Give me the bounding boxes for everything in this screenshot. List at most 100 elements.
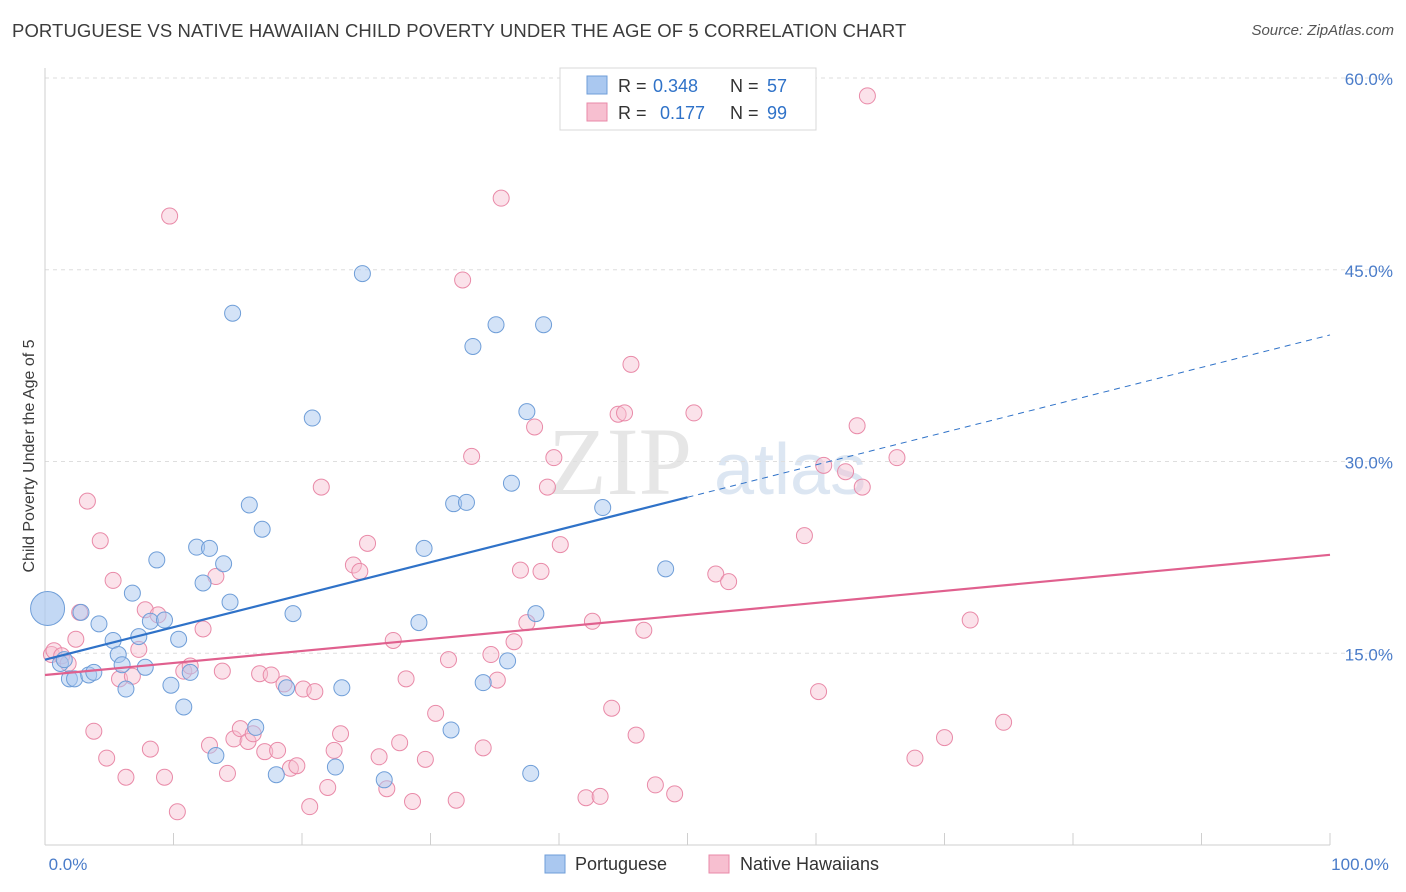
point-hawaiian-23: [194, 620, 212, 638]
legend-bottom-swatch-hawaiian: [708, 854, 730, 874]
legend-swatch-portuguese: [586, 75, 608, 95]
point-portuguese-0: [30, 591, 66, 627]
point-hawaiian-48: [359, 534, 377, 552]
point-hawaiian-54: [404, 793, 422, 811]
point-hawaiian-12: [117, 768, 135, 786]
point-hawaiian-94: [888, 449, 906, 467]
point-hawaiian-91: [848, 417, 866, 435]
point-portuguese-19: [162, 676, 180, 694]
point-portuguese-52: [522, 764, 540, 782]
point-hawaiian-42: [312, 478, 330, 496]
point-hawaiian-74: [583, 612, 601, 630]
y-axis-label: Child Poverty Under the Age of 5: [21, 339, 38, 572]
point-hawaiian-52: [391, 734, 409, 752]
point-hawaiian-72: [551, 536, 569, 554]
point-portuguese-56: [657, 560, 675, 578]
point-hawaiian-98: [995, 713, 1013, 731]
x-tick-label-100: 100.0%: [1331, 855, 1389, 874]
point-portuguese-30: [240, 496, 258, 514]
point-hawaiian-95: [906, 749, 924, 767]
point-portuguese-49: [499, 652, 517, 670]
point-hawaiian-46: [344, 556, 362, 574]
point-portuguese-5: [72, 603, 90, 621]
legend-r-value-1: 0.177: [660, 103, 705, 123]
source-label: Source: ZipAtlas.com: [1251, 22, 1394, 39]
point-hawaiian-35: [269, 741, 287, 759]
point-portuguese-24: [194, 574, 212, 592]
point-portuguese-11: [113, 656, 131, 674]
y-tick-label-60: 60.0%: [1345, 70, 1393, 89]
legend-n-value-0: 57: [767, 76, 787, 96]
point-hawaiian-96: [936, 729, 953, 747]
point-hawaiian-34: [262, 666, 280, 684]
point-hawaiian-66: [511, 561, 529, 579]
point-hawaiian-93: [858, 87, 876, 105]
legend-top: R = 0.348 N = 57 R = 0.177 N = 99: [559, 67, 817, 131]
point-hawaiian-97: [961, 611, 979, 629]
point-hawaiian-77: [609, 405, 627, 423]
point-portuguese-53: [527, 605, 545, 623]
point-hawaiian-6: [78, 492, 96, 510]
point-hawaiian-89: [815, 456, 833, 474]
point-hawaiian-63: [488, 671, 506, 689]
trend-line-portuguese: [44, 496, 688, 661]
point-hawaiian-44: [325, 741, 343, 759]
point-portuguese-15: [136, 658, 154, 676]
watermark-atlas: atlas: [714, 430, 866, 510]
point-hawaiian-82: [646, 776, 664, 794]
point-hawaiian-69: [532, 562, 550, 580]
legend-bottom-label-hawaiian: Native Hawaiians: [740, 854, 879, 874]
point-hawaiian-84: [685, 404, 703, 422]
point-hawaiian-28: [225, 730, 243, 748]
point-hawaiian-38: [288, 757, 306, 775]
point-hawaiian-85: [707, 565, 725, 583]
legend-bottom-label-portuguese: Portuguese: [575, 854, 667, 874]
point-portuguese-48: [487, 316, 505, 334]
legend-swatch-hawaiian: [586, 102, 608, 122]
point-portuguese-25: [200, 539, 218, 557]
legend-bottom: Portuguese Native Hawaiians: [544, 854, 879, 874]
point-hawaiian-51: [384, 631, 402, 649]
point-hawaiian-70: [538, 478, 556, 496]
point-hawaiian-80: [627, 726, 645, 744]
point-portuguese-8: [90, 615, 108, 633]
point-hawaiian-55: [416, 750, 434, 768]
point-portuguese-47: [474, 674, 492, 692]
point-portuguese-17: [148, 551, 166, 569]
legend-r-label-0: R =: [618, 76, 647, 96]
point-portuguese-46: [464, 337, 482, 355]
point-portuguese-37: [326, 758, 344, 776]
point-hawaiian-40: [301, 798, 319, 816]
point-hawaiian-45: [332, 725, 350, 743]
point-portuguese-29: [224, 304, 242, 322]
point-portuguese-51: [518, 403, 536, 421]
point-portuguese-45: [457, 493, 475, 511]
trend-line-hawaiian: [44, 553, 1331, 677]
point-hawaiian-61: [474, 739, 492, 757]
x-tick-label-0: 0.0%: [49, 855, 88, 874]
point-portuguese-32: [253, 520, 271, 538]
point-hawaiian-43: [319, 778, 337, 796]
point-portuguese-36: [303, 409, 321, 427]
series-portuguese: [30, 265, 675, 789]
point-hawaiian-53: [397, 670, 415, 688]
point-hawaiian-4: [67, 630, 85, 648]
point-hawaiian-10: [104, 571, 122, 589]
point-hawaiian-62: [482, 646, 500, 664]
point-portuguese-16: [141, 612, 159, 630]
y-tick-labels: 15.0% 30.0% 45.0% 60.0%: [1345, 70, 1393, 664]
point-hawaiian-49: [370, 748, 388, 766]
point-hawaiian-33: [256, 743, 274, 761]
legend-n-value-1: 99: [767, 103, 787, 123]
point-portuguese-50: [502, 474, 520, 492]
point-hawaiian-86: [720, 573, 738, 591]
point-portuguese-55: [594, 499, 612, 517]
point-portuguese-34: [278, 679, 296, 697]
point-hawaiian-47: [351, 562, 369, 580]
point-portuguese-20: [170, 630, 188, 648]
point-portuguese-42: [415, 539, 433, 557]
legend-bottom-swatch-portuguese: [544, 854, 566, 874]
point-hawaiian-7: [85, 722, 103, 740]
point-portuguese-13: [123, 584, 141, 602]
point-portuguese-21: [175, 698, 193, 716]
